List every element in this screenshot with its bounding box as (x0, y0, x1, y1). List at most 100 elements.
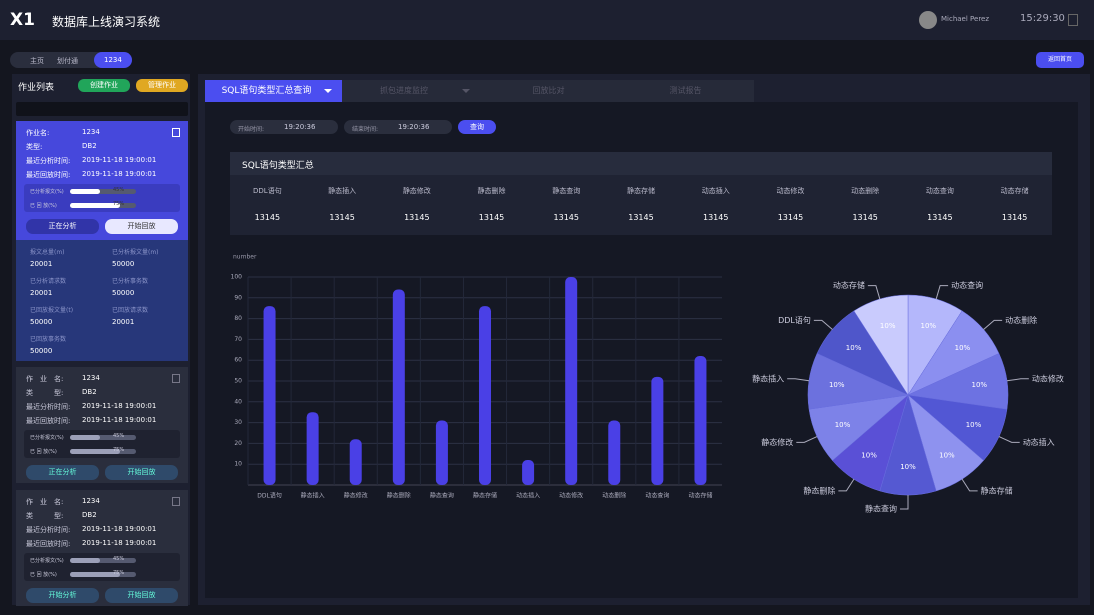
dropdown-arrow (324, 89, 332, 97)
progress-label: 已 回 放(%) (30, 449, 57, 455)
logout-icon[interactable] (1068, 14, 1078, 26)
leader-line (796, 436, 818, 443)
summary-title: SQL语句类型汇总 (242, 161, 314, 171)
action-button[interactable]: 开始回放 (105, 465, 178, 480)
breadcrumb[interactable]: 主页 (30, 57, 44, 65)
job-card[interactable] (16, 367, 188, 483)
field-label: 作 业 名: (26, 498, 64, 506)
x-tick-label: 静态存储 (473, 492, 497, 500)
filter-label: 结束时间: (352, 126, 379, 133)
slice-value: 10% (835, 421, 851, 429)
field-value: DB2 (82, 511, 97, 519)
summary-header (230, 152, 1052, 175)
y-tick-label: 100 (231, 274, 243, 281)
slice-label: 静态插入 (752, 373, 784, 383)
field-label: 作业名: (26, 129, 50, 137)
slice-label: 动态查询 (951, 280, 983, 290)
filter-value: 19:20:36 (284, 123, 316, 131)
stat-value: 20001 (30, 289, 53, 297)
x-tick-label: 静态修改 (344, 492, 368, 500)
slice-value: 10% (966, 421, 982, 429)
action-button[interactable]: 正在分析 (26, 465, 99, 480)
stat-value: 20001 (112, 318, 135, 326)
slice-label: DDL语句 (778, 315, 811, 325)
table-header: 动态修改 (776, 187, 805, 195)
slice-value: 10% (880, 322, 896, 330)
filter-value: 19:20:36 (398, 123, 430, 131)
field-value: 2019-11-18 19:00:01 (82, 156, 157, 164)
table-header: DDL语句 (253, 187, 282, 195)
query-button[interactable]: 查询 (458, 120, 496, 134)
leader-line (867, 285, 881, 300)
trash-icon[interactable] (172, 497, 180, 506)
job-card[interactable] (16, 490, 188, 606)
field-value: 2019-11-18 19:00:01 (82, 402, 157, 410)
table-header: 静态插入 (328, 187, 357, 195)
header (0, 0, 1094, 40)
tab[interactable] (617, 80, 755, 102)
action-button[interactable]: 开始回放 (105, 219, 178, 234)
back-button[interactable]: 返回首页 (1036, 52, 1084, 68)
y-tick-label: 40 (234, 398, 242, 405)
field-label: 作 业 名: (26, 375, 64, 383)
trash-icon[interactable] (172, 128, 180, 137)
table-cell: 13145 (702, 213, 729, 222)
x-tick-label: 静态查询 (430, 492, 454, 500)
action-button[interactable]: 正在分析 (26, 219, 99, 234)
stat-value: 20001 (30, 260, 53, 268)
progress-value: 75% (113, 201, 125, 207)
slice-value: 10% (829, 381, 845, 389)
field-value: 1234 (82, 374, 100, 382)
field-value: 2019-11-18 19:00:01 (82, 170, 157, 178)
y-tick-label: 20 (234, 440, 242, 447)
create-button[interactable]: 创建作业 (78, 79, 130, 92)
stat-value: 50000 (112, 289, 135, 297)
dropdown-arrow (462, 89, 470, 97)
bar (263, 306, 276, 485)
y-tick-label: 30 (234, 419, 242, 426)
pie-slice (853, 294, 909, 396)
progress-fill (70, 449, 120, 454)
trash-icon[interactable] (172, 374, 180, 383)
bar (435, 420, 448, 485)
action-button[interactable]: 开始回放 (105, 588, 178, 603)
field-value: 2019-11-18 19:00:01 (82, 525, 157, 533)
field-label: 类 型: (26, 389, 64, 397)
app-title: 数据库上线演习系统 (52, 15, 161, 29)
table-cell: 13145 (478, 213, 505, 222)
stat-label: 已回放报文量(t) (30, 307, 74, 314)
tab-label: SQL语句类型汇总查询 (221, 86, 312, 96)
y-axis-label: number (233, 254, 257, 261)
filter-end[interactable] (344, 120, 452, 134)
progress-value: 45% (113, 433, 125, 439)
field-label: 最近回放时间: (26, 171, 71, 179)
bar (479, 306, 491, 485)
breadcrumb[interactable]: 划付通 (57, 57, 78, 65)
table-header: 静态存储 (626, 187, 655, 195)
bar (565, 277, 578, 485)
slice-value: 10% (900, 463, 916, 471)
table-cell: 13145 (553, 213, 579, 222)
slice-value: 10% (971, 381, 987, 389)
progress-track (70, 435, 136, 440)
user-name[interactable]: Michael Perez (941, 15, 990, 23)
search-box[interactable] (16, 102, 188, 116)
action-button[interactable]: 开始分析 (26, 588, 99, 603)
bar (522, 460, 535, 485)
x-tick-label: 动态删除 (602, 492, 626, 500)
field-label: 最近分析时间: (26, 403, 71, 411)
table-header: 静态修改 (402, 187, 431, 195)
stat-value: 50000 (112, 260, 135, 268)
slice-label: 静态修改 (761, 437, 793, 447)
clock: 15:29:30 (1020, 13, 1065, 24)
field-label: 最近回放时间: (26, 417, 71, 425)
filter-start[interactable] (230, 120, 338, 134)
progress-fill (70, 572, 120, 577)
leader-line (787, 378, 810, 382)
manage-button[interactable]: 管理作业 (136, 79, 188, 92)
table-header: 静态删除 (477, 187, 506, 195)
stat-label: 已分析报文量(m) (112, 249, 159, 256)
field-label: 类型: (26, 143, 43, 151)
progress-label: 已分析报文(%) (30, 435, 64, 441)
